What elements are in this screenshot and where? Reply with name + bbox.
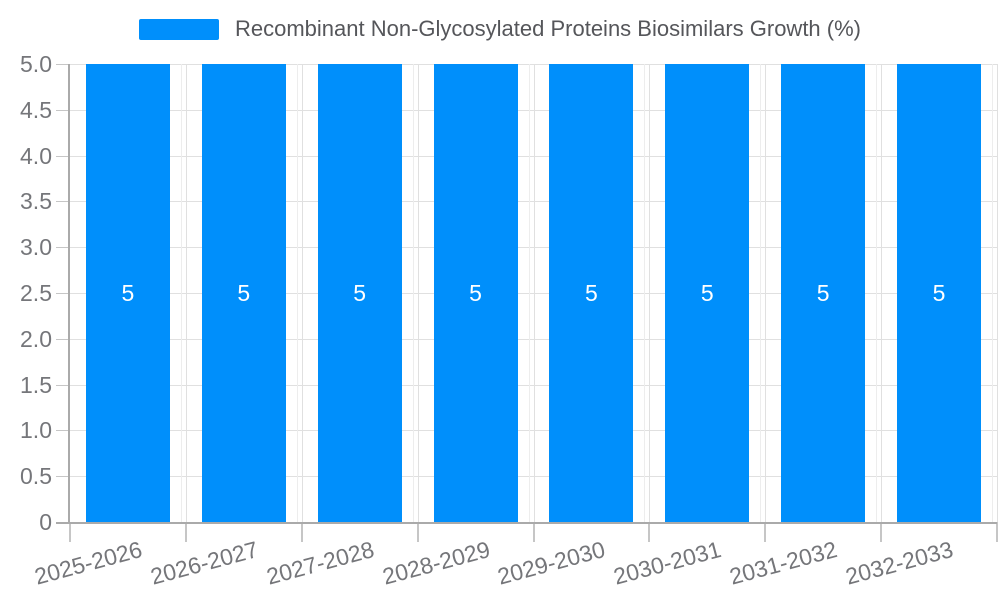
bar[interactable] — [781, 64, 866, 522]
y-axis-label: 0 — [39, 509, 52, 535]
bar[interactable] — [433, 64, 518, 522]
v-gridline — [301, 64, 303, 522]
y-tick — [56, 155, 69, 157]
bar-value-label: 5 — [121, 280, 135, 306]
bar[interactable] — [317, 64, 402, 522]
y-tick — [56, 384, 69, 386]
x-tick — [184, 522, 187, 542]
x-tick — [69, 522, 71, 542]
v-gridline — [649, 64, 651, 522]
y-tick — [56, 430, 69, 432]
v-gridline — [412, 64, 414, 522]
legend-label: Recombinant Non-Glycosylated Proteins Bi… — [235, 16, 861, 41]
y-axis-label: 3.5 — [20, 188, 52, 215]
x-tick — [300, 522, 303, 542]
x-axis-line — [56, 522, 997, 524]
bar-value-label: 5 — [469, 280, 482, 306]
bar-value-label: 5 — [353, 280, 367, 306]
y-tick — [56, 64, 69, 65]
x-tick — [648, 522, 651, 542]
v-gridline — [992, 64, 993, 522]
legend[interactable]: Recombinant Non-Glycosylated Proteins Bi… — [0, 16, 1000, 42]
y-tick — [56, 338, 69, 340]
bar[interactable] — [897, 64, 982, 522]
y-tick — [56, 201, 69, 203]
v-gridline — [765, 64, 767, 522]
legend-swatch-icon — [139, 18, 219, 40]
y-axis-label: 5.0 — [20, 51, 52, 77]
y-axis-label: 4.5 — [20, 96, 52, 123]
y-axis-label: 3.0 — [20, 234, 52, 261]
y-tick — [56, 109, 69, 111]
y-axis-line — [68, 64, 70, 522]
v-gridline — [417, 64, 419, 522]
v-gridline — [997, 64, 998, 522]
v-gridline — [533, 64, 535, 522]
x-tick — [532, 522, 535, 542]
bar[interactable] — [201, 64, 286, 522]
x-tick — [996, 522, 998, 542]
v-gridline — [876, 64, 878, 522]
x-axis-label: 2030-2031 — [611, 536, 725, 590]
y-axis-label: 1.0 — [20, 417, 52, 444]
bar-value-label: 5 — [816, 280, 830, 306]
x-axis-label: 2027-2028 — [263, 536, 377, 590]
x-axis-label: 2025-2026 — [31, 536, 145, 590]
y-axis-label: 0.5 — [20, 463, 52, 490]
v-gridline — [180, 64, 182, 522]
v-gridline — [185, 64, 187, 522]
x-axis-label: 2028-2029 — [379, 536, 493, 590]
y-axis-label: 4.0 — [20, 142, 52, 169]
x-axis-label: 2032-2033 — [842, 536, 956, 590]
v-gridline — [760, 64, 762, 522]
y-axis-label: 1.5 — [20, 371, 52, 398]
y-axis-label: 2.0 — [20, 325, 52, 352]
bar[interactable] — [85, 64, 170, 522]
v-gridline — [296, 64, 298, 522]
bar-value-label: 5 — [237, 280, 251, 306]
bar-value-label: 5 — [700, 280, 714, 306]
y-tick — [56, 293, 69, 294]
x-tick — [764, 522, 767, 542]
bar-value-label: 5 — [585, 280, 598, 306]
y-tick — [56, 476, 69, 478]
x-axis-label: 2031-2032 — [726, 536, 840, 590]
x-tick — [880, 522, 883, 542]
x-axis-label: 2026-2027 — [147, 536, 261, 590]
bar[interactable] — [549, 64, 634, 522]
v-gridline — [881, 64, 883, 522]
x-axis-label: 2029-2030 — [495, 536, 609, 590]
v-gridline — [528, 64, 530, 522]
y-tick — [56, 247, 69, 249]
v-gridline — [644, 64, 646, 522]
x-tick — [416, 522, 419, 542]
bar[interactable] — [665, 64, 750, 522]
y-axis-label: 2.5 — [20, 280, 52, 306]
bar-value-label: 5 — [932, 280, 946, 306]
